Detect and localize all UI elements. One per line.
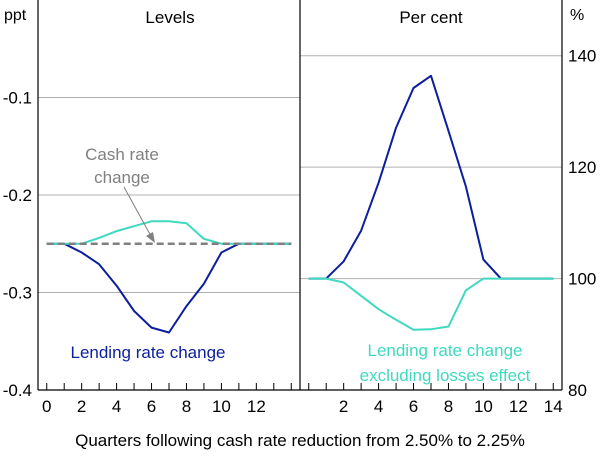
series-line-lending-rate-change-excluding-losses-effect: [308, 277, 554, 331]
gridlines: [38, 55, 562, 293]
y-tick-label: -0.2: [3, 186, 32, 205]
series-line-lending-rate-change: [308, 74, 554, 280]
x-tick-label: 4: [112, 397, 121, 416]
left-unit-label: ppt: [4, 7, 27, 24]
y-tick-label: -0.1: [3, 89, 32, 108]
annotation-excluding-losses-line2: excluding losses effect: [360, 366, 531, 385]
x-tick-label: 8: [182, 397, 191, 416]
right-panel-title: Per cent: [399, 8, 463, 27]
y-tick-label: 120: [568, 158, 596, 177]
x-tick-label: 2: [339, 397, 348, 416]
annotation-cash-rate-line2: change: [94, 168, 150, 187]
x-axis-label: Quarters following cash rate reduction f…: [75, 431, 525, 450]
series-layer: [46, 74, 554, 334]
x-tick-label: 6: [147, 397, 156, 416]
x-tick-label: 2: [77, 397, 86, 416]
cash-rate-arrowhead: [146, 232, 155, 243]
y-tick-label: 100: [568, 270, 596, 289]
series-line-lending-rate-change-excluding-losses-effect: [46, 220, 292, 245]
series-line-lending-rate-change: [46, 242, 292, 334]
y-tick-label: 80: [568, 381, 587, 400]
chart-frame: [37, 0, 563, 391]
x-tick-label: 12: [509, 397, 528, 416]
x-tick-label: 8: [444, 397, 453, 416]
annotation-cash-rate-line1: Cash rate: [85, 145, 159, 164]
x-tick-label: 4: [374, 397, 383, 416]
labels-layer: -0.1 -0.2 -0.3 -0.4 0 2 4 6 8 10 12 140 120 100 80 2 4 6 8…: [3, 47, 597, 416]
annotation-excluding-losses-line1: Lending rate change: [367, 341, 522, 360]
x-tick-label: 6: [409, 397, 418, 416]
left-panel-title: Levels: [145, 8, 194, 27]
x-tick-label: 0: [42, 397, 51, 416]
y-tick-label: -0.4: [3, 381, 32, 400]
x-tick-label: 10: [212, 397, 231, 416]
x-tick-label: 14: [544, 397, 563, 416]
y-tick-label: -0.3: [3, 284, 32, 303]
x-tick-label: 10: [474, 397, 493, 416]
x-tick-label: 12: [247, 397, 266, 416]
annotation-lending-rate-change: Lending rate change: [70, 343, 225, 362]
cash-rate-arrow: [123, 186, 153, 239]
y-tick-label: 140: [568, 47, 596, 66]
right-unit-label: %: [570, 7, 584, 24]
